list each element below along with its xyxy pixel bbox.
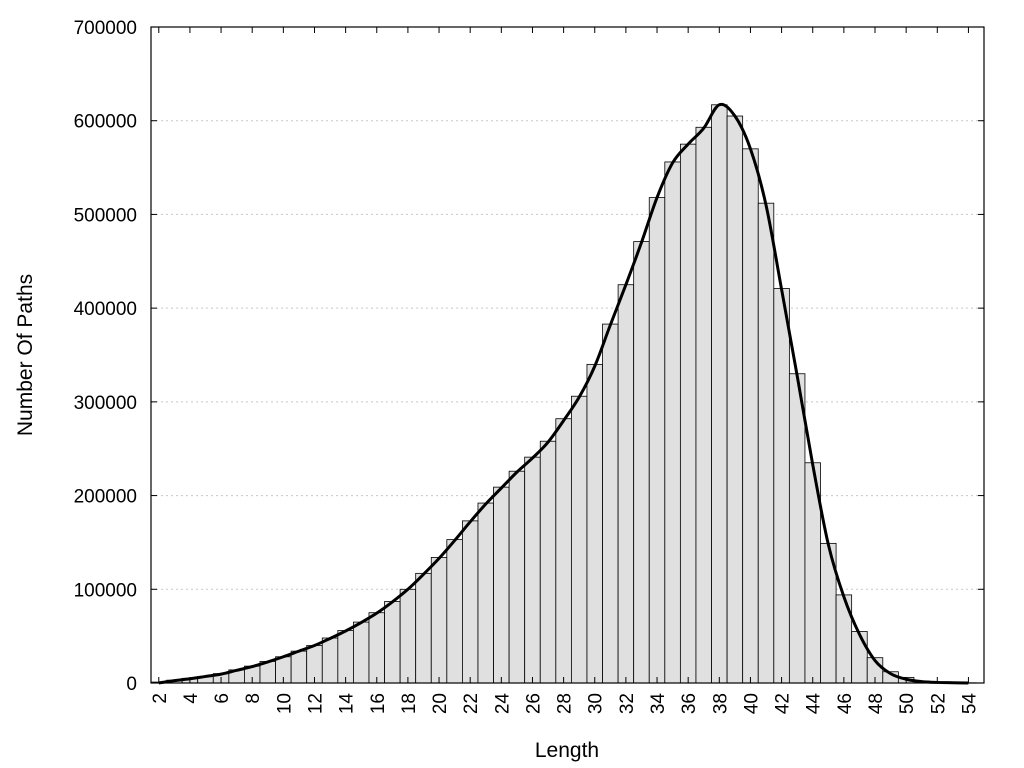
bar	[462, 520, 479, 684]
x-tick-label: 22	[461, 693, 482, 714]
x-tick-label: 34	[648, 693, 669, 715]
bar	[524, 456, 541, 684]
x-tick-label: 16	[368, 693, 389, 714]
x-tick-label: 18	[399, 693, 420, 714]
x-tick-label: 28	[555, 693, 576, 714]
y-tick-label: 400000	[74, 299, 137, 320]
bar	[384, 601, 401, 684]
x-tick-label: 4	[181, 693, 202, 704]
x-tick-label: 6	[212, 693, 233, 704]
x-tick-label: 26	[523, 693, 544, 714]
y-tick-label: 200000	[74, 487, 137, 508]
x-axis-title: Length	[535, 739, 599, 762]
bar	[477, 502, 494, 684]
x-tick-label: 52	[928, 693, 949, 714]
x-tick-label: 24	[492, 693, 513, 715]
bar	[368, 612, 385, 684]
bar	[430, 557, 448, 684]
y-axis-title: Number Of Paths	[14, 274, 37, 436]
y-tick-label: 700000	[74, 18, 137, 39]
bar	[415, 572, 432, 684]
x-tick-label: 42	[773, 693, 794, 714]
bar	[679, 143, 697, 684]
bar	[353, 621, 370, 684]
bar	[539, 440, 557, 684]
x-tick-label: 36	[679, 693, 700, 714]
bar	[664, 161, 681, 684]
x-tick-label: 50	[897, 693, 918, 714]
x-tick-label: 2	[150, 693, 171, 704]
x-tick-label: 30	[586, 693, 607, 714]
y-axis-ticks: 0 100000 200000 300000 400000 500000 600000 700…	[74, 18, 984, 695]
bar	[711, 104, 728, 684]
bar	[773, 288, 790, 684]
x-tick-label: 8	[243, 693, 264, 704]
bar	[555, 418, 572, 684]
x-axis-ticks: 2 4 6 8 10 12 14 16 18 20 22 24 26 28 30 32 34 36 38 40 42 44…	[150, 27, 980, 715]
bar	[695, 126, 712, 684]
bar	[602, 323, 619, 684]
bar	[742, 148, 759, 684]
x-tick-label: 32	[617, 693, 638, 714]
plot-frame	[150, 26, 985, 684]
bar	[321, 637, 339, 684]
y-tick-label: 500000	[74, 205, 137, 226]
bar	[508, 470, 526, 684]
y-tick-label: 0	[126, 674, 137, 695]
x-tick-label: 10	[274, 693, 295, 714]
bar	[757, 202, 775, 684]
bar	[788, 373, 806, 684]
bar	[337, 630, 354, 684]
y-tick-label: 100000	[74, 580, 137, 601]
x-tick-label: 48	[866, 693, 887, 714]
x-tick-label: 14	[337, 693, 358, 715]
bar	[851, 631, 868, 684]
bar	[570, 395, 588, 684]
x-tick-label: 54	[959, 693, 980, 715]
bar	[726, 115, 744, 684]
bar	[617, 284, 635, 684]
x-tick-label: 44	[804, 693, 825, 715]
x-tick-label: 46	[835, 693, 856, 714]
bar	[290, 650, 308, 684]
bar	[633, 241, 650, 684]
smoothed-curve	[158, 102, 969, 685]
bar	[586, 363, 603, 684]
bar	[493, 486, 510, 684]
x-tick-label: 20	[430, 693, 451, 714]
x-tick-label: 38	[710, 693, 731, 714]
y-tick-label: 300000	[74, 393, 137, 414]
y-tick-label: 600000	[74, 112, 137, 133]
x-tick-label: 12	[305, 693, 326, 714]
bar	[399, 588, 417, 684]
bars	[150, 104, 977, 684]
x-tick-label: 40	[741, 693, 762, 714]
bar	[446, 539, 463, 684]
bar	[648, 197, 666, 684]
